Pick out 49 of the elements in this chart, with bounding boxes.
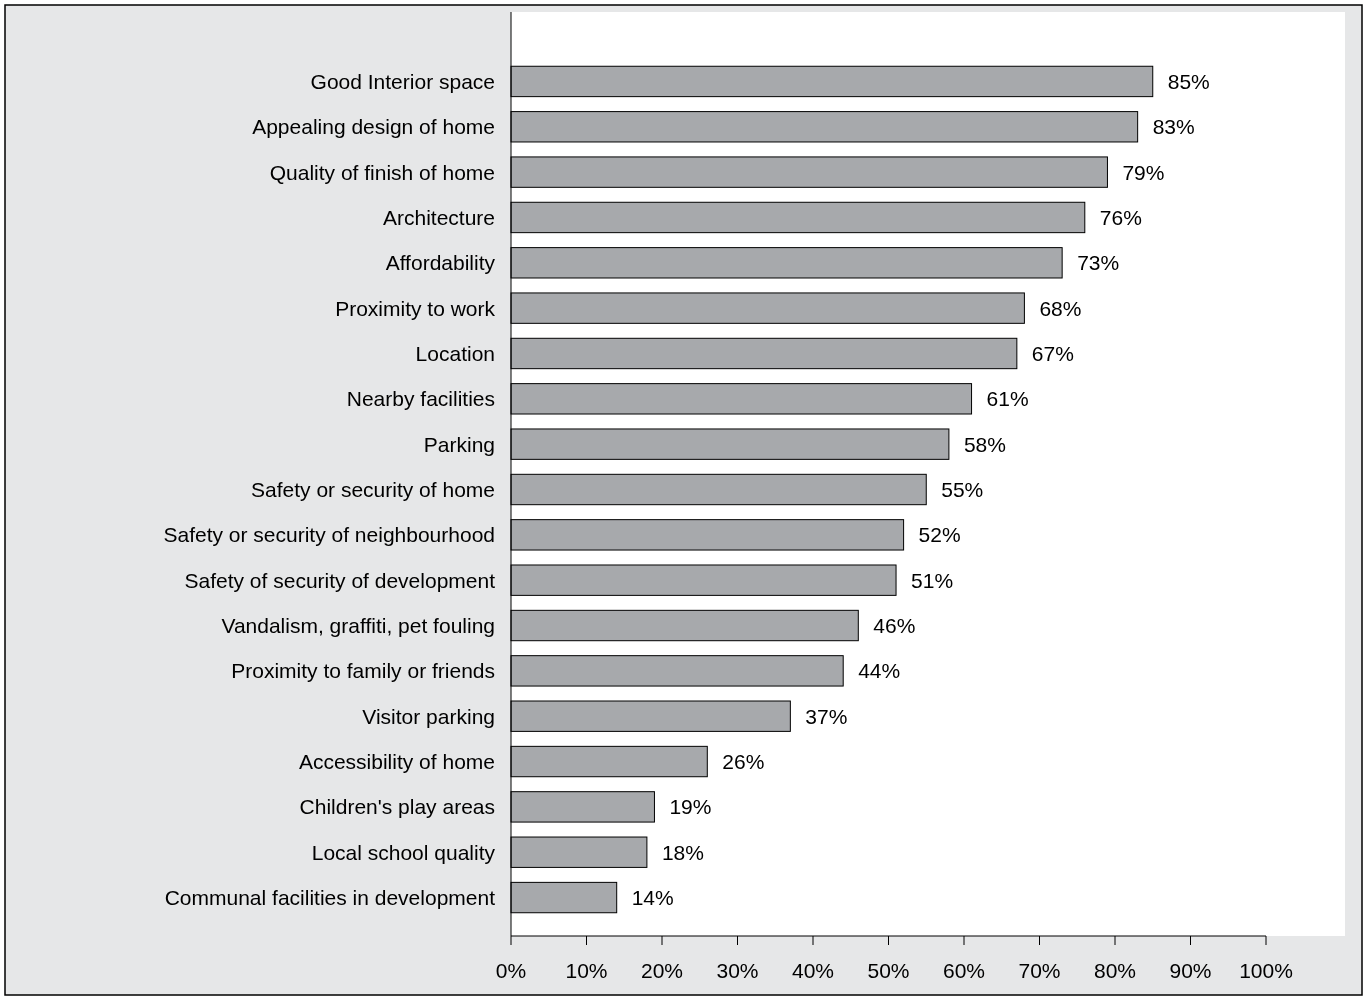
data-label: 73% — [1077, 251, 1120, 275]
x-tick-label: 30% — [716, 959, 759, 982]
y-tick-label: Affordability — [385, 251, 496, 275]
data-label: 83% — [1152, 115, 1195, 139]
y-tick-label: Appealing design of home — [252, 115, 495, 139]
data-label: 18% — [661, 840, 704, 864]
data-label: 44% — [858, 659, 901, 683]
y-tick-label: Safety of security of development — [184, 568, 496, 592]
data-label: 68% — [1039, 296, 1082, 320]
data-label: 51% — [911, 568, 954, 592]
data-label: 67% — [1031, 341, 1074, 365]
data-label: 14% — [631, 886, 674, 910]
y-tick-label: Nearby facilities — [346, 387, 495, 411]
y-tick-label: Accessibility of home — [298, 750, 495, 774]
data-label: 26% — [722, 750, 765, 774]
y-tick-label: Safety or security of home — [251, 478, 495, 501]
x-tick-label: 60% — [942, 959, 986, 982]
y-tick-label: Proximity to work — [335, 296, 496, 320]
y-tick-label: Parking — [423, 432, 495, 456]
x-tick-label: 0% — [495, 959, 527, 982]
y-tick-label: Communal facilities in development — [164, 886, 496, 910]
y-tick-label: Safety or security of neighbourhood — [163, 523, 495, 547]
data-label: 19% — [669, 795, 712, 819]
x-tick-label: 20% — [640, 959, 684, 982]
y-tick-label: Location — [415, 341, 495, 365]
x-tick-label: 40% — [791, 959, 835, 982]
y-tick-label: Vandalism, graffiti, pet fouling — [221, 614, 495, 638]
data-label: 52% — [918, 523, 961, 547]
y-tick-label: Quality of finish of home — [269, 160, 495, 184]
data-label: 61% — [986, 387, 1029, 411]
data-label: 55% — [941, 478, 984, 501]
x-tick-label: 70% — [1018, 959, 1061, 982]
data-label: 85% — [1167, 69, 1210, 93]
data-label: 58% — [963, 432, 1006, 456]
y-tick-label: Local school quality — [311, 840, 496, 864]
x-tick-label: 100% — [1239, 959, 1293, 982]
data-label: 79% — [1122, 160, 1165, 184]
x-tick-label: 10% — [565, 959, 608, 982]
x-tick-label: 90% — [1169, 959, 1212, 982]
y-tick-label: Visitor parking — [362, 704, 495, 728]
y-tick-label: Good Interior space — [310, 69, 495, 93]
data-label: 37% — [805, 704, 848, 728]
x-tick-label: 80% — [1093, 959, 1137, 982]
data-label: 46% — [873, 614, 916, 638]
y-tick-label: Proximity to family or friends — [231, 659, 495, 683]
y-tick-label: Children's play areas — [299, 795, 495, 819]
data-label: 76% — [1099, 205, 1142, 229]
y-tick-label: Architecture — [382, 205, 495, 229]
x-tick-label: 50% — [867, 959, 910, 982]
